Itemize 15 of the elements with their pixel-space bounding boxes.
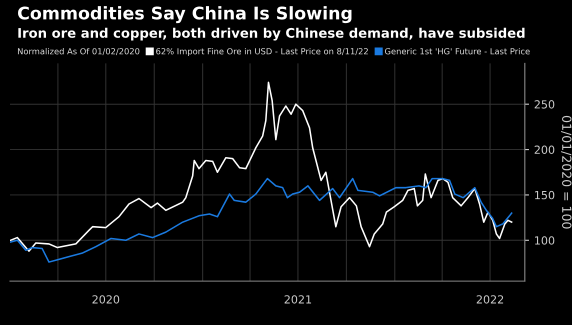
legend-title: Normalized As Of 01/02/2020 — [18, 48, 140, 56]
legend-label: 62% Import Fine Ore in USD - Last Price on 8/11/22 — [156, 48, 368, 56]
legend-label: Generic 1st 'HG' Future - Last Price — [384, 48, 530, 54]
chart-title: Commodities Say China Is Slowing — [18, 6, 352, 24]
y-tick-label: 150 — [535, 190, 554, 200]
line-series — [10, 178, 512, 263]
y-tick-label: 100 — [535, 236, 554, 245]
chart-subtitle: Iron ore and copper, both driven by Chinese demand, have subsided — [18, 28, 524, 41]
y-axis-title: 01/01/2020 = 100 — [561, 116, 572, 229]
x-tick-label: 2022 — [476, 295, 504, 304]
x-tick-label: 2021 — [284, 295, 312, 304]
line-series — [10, 82, 512, 252]
y-tick-label: 200 — [534, 146, 554, 154]
x-tick-label: 2020 — [92, 295, 120, 304]
y-tick-label: 250 — [534, 100, 554, 109]
